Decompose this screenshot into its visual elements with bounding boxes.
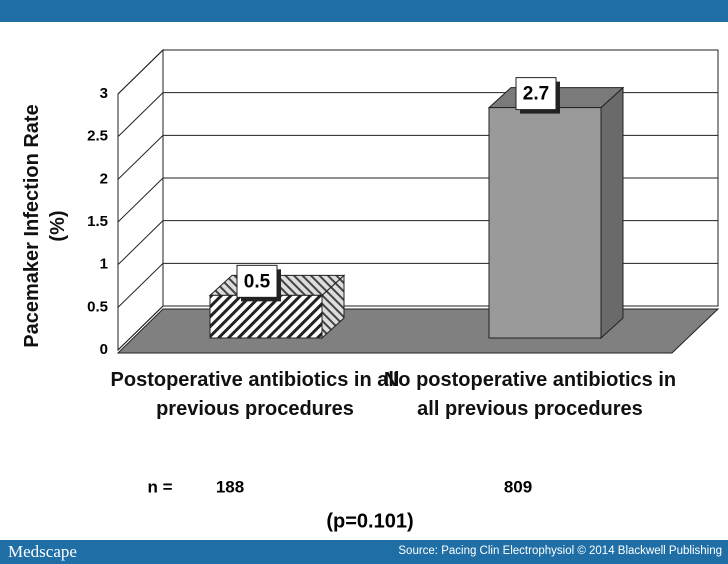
y-tick-label: 0 [100,341,108,358]
y-tick-label: 2.5 [87,128,108,145]
source: Source: Pacing Clin Electrophysiol © 201… [398,545,722,557]
label-box [515,77,557,111]
y-tick-label: 1 [100,256,108,273]
n-label: n = [147,477,172,496]
y-tick-label: 2 [100,170,108,187]
n-value: 188 [216,477,244,496]
x-tick-label: No postoperative antibiotics in all prev… [383,369,677,420]
bar-side [600,86,624,340]
brand: Medscape [8,542,77,561]
y-tick-label: 3 [100,85,108,102]
bar-front [488,107,602,339]
top-band [0,0,728,22]
bottom-band: Medscape Source: Pacing Clin Electrophys… [0,540,728,564]
grid-line [117,49,718,95]
y-axis-label: Pacemaker Infection Rate (%) [21,104,69,348]
y-tick-label: 1.5 [87,213,108,230]
bar-front [209,294,323,339]
y-tick-label: 0.5 [87,298,108,315]
p-value-annotation: (p=0.101) [326,510,413,532]
floor [116,308,720,354]
bar [487,86,625,340]
value-label: 2.7 [523,84,549,105]
label-box [236,264,278,298]
x-tick-label: Postoperative antibiotics in all previou… [110,369,400,420]
value-label: 0.5 [244,271,271,292]
n-value: 809 [504,477,532,496]
